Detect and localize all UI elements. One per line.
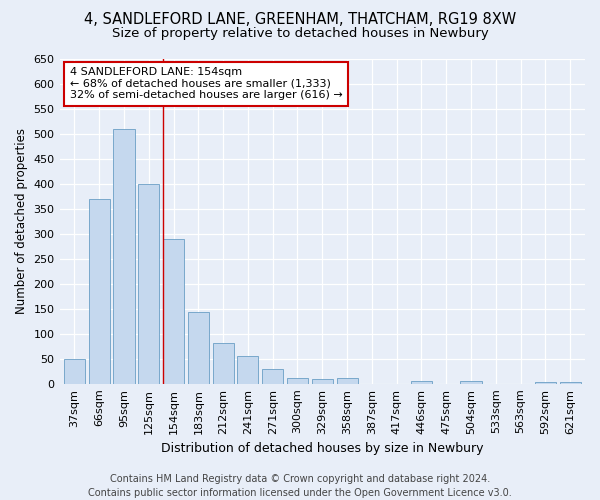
Bar <box>262 369 283 384</box>
Bar <box>64 359 85 384</box>
Bar <box>287 378 308 384</box>
Bar <box>337 378 358 384</box>
Bar <box>113 129 134 384</box>
Y-axis label: Number of detached properties: Number of detached properties <box>15 128 28 314</box>
Bar <box>212 343 233 384</box>
Bar <box>460 382 482 384</box>
Bar <box>312 380 333 384</box>
Bar <box>138 184 160 384</box>
Bar <box>560 382 581 384</box>
Text: Size of property relative to detached houses in Newbury: Size of property relative to detached ho… <box>112 28 488 40</box>
Bar <box>188 312 209 384</box>
X-axis label: Distribution of detached houses by size in Newbury: Distribution of detached houses by size … <box>161 442 484 455</box>
Bar <box>89 199 110 384</box>
Bar <box>535 382 556 384</box>
Bar <box>411 382 432 384</box>
Bar <box>163 239 184 384</box>
Text: 4, SANDLEFORD LANE, GREENHAM, THATCHAM, RG19 8XW: 4, SANDLEFORD LANE, GREENHAM, THATCHAM, … <box>84 12 516 28</box>
Text: 4 SANDLEFORD LANE: 154sqm
← 68% of detached houses are smaller (1,333)
32% of se: 4 SANDLEFORD LANE: 154sqm ← 68% of detac… <box>70 67 343 100</box>
Bar <box>238 356 259 384</box>
Text: Contains HM Land Registry data © Crown copyright and database right 2024.
Contai: Contains HM Land Registry data © Crown c… <box>88 474 512 498</box>
